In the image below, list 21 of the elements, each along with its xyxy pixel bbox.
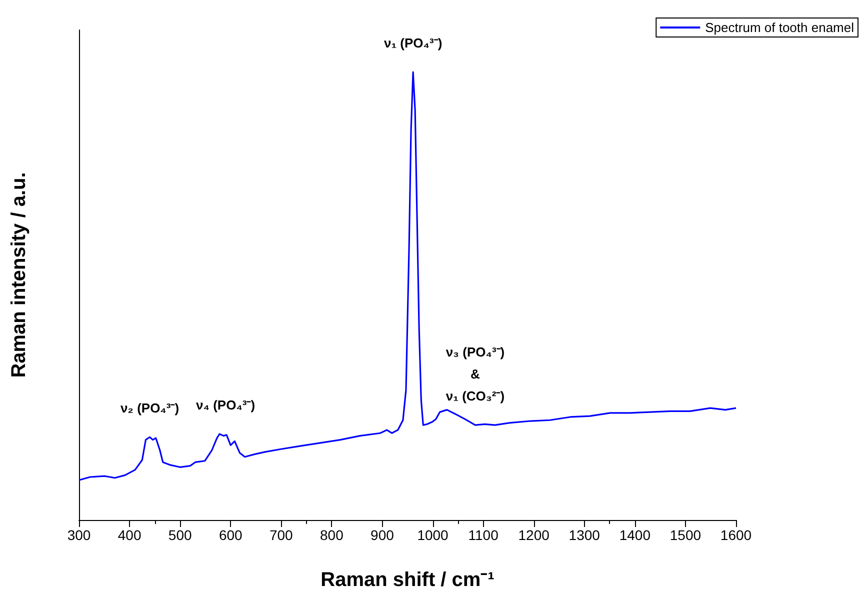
x-tick-label: 600 — [218, 527, 243, 543]
x-tick-label: 900 — [370, 527, 394, 543]
annotation: ν₁ (PO₄³⁻) — [384, 36, 442, 51]
x-tick-label: 1600 — [720, 527, 752, 543]
x-tick-label: 1100 — [468, 527, 499, 543]
x-tick-label: 800 — [320, 527, 344, 543]
x-tick-label: 400 — [118, 527, 142, 543]
x-tick-label: 500 — [168, 527, 192, 543]
x-tick-label: 700 — [269, 527, 294, 543]
x-tick-label: 1200 — [518, 527, 550, 543]
y-axis-title: Raman intensity / a.u. — [8, 172, 30, 378]
x-tick-label: 1000 — [417, 527, 449, 543]
annotation: ν₃ (PO₄³⁻) & ν₁ (CO₃²⁻) — [446, 344, 505, 404]
annotation: ν₂ (PO₄³⁻) — [120, 400, 180, 416]
x-tick-label: 300 — [67, 527, 91, 543]
annotation: ν₄ (PO₄³⁻) — [196, 398, 256, 413]
x-tick-label: 1300 — [568, 527, 600, 543]
x-axis-title: Raman shift / cm⁻¹ — [320, 569, 495, 591]
x-tick-label: 1400 — [619, 527, 651, 543]
x-tick-label: 1500 — [670, 527, 702, 543]
legend-label: Spectrum of tooth enamel — [705, 20, 854, 35]
